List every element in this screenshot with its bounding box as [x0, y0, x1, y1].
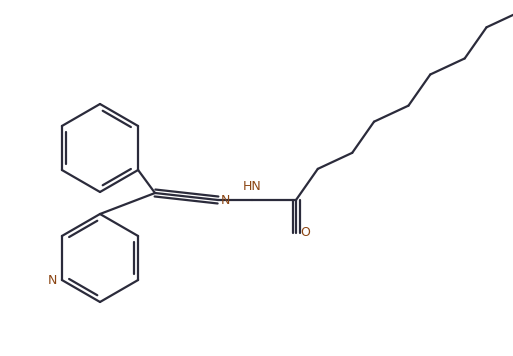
Text: N: N: [48, 273, 57, 287]
Text: O: O: [300, 226, 310, 240]
Text: N: N: [221, 194, 230, 206]
Text: HN: HN: [243, 180, 262, 194]
